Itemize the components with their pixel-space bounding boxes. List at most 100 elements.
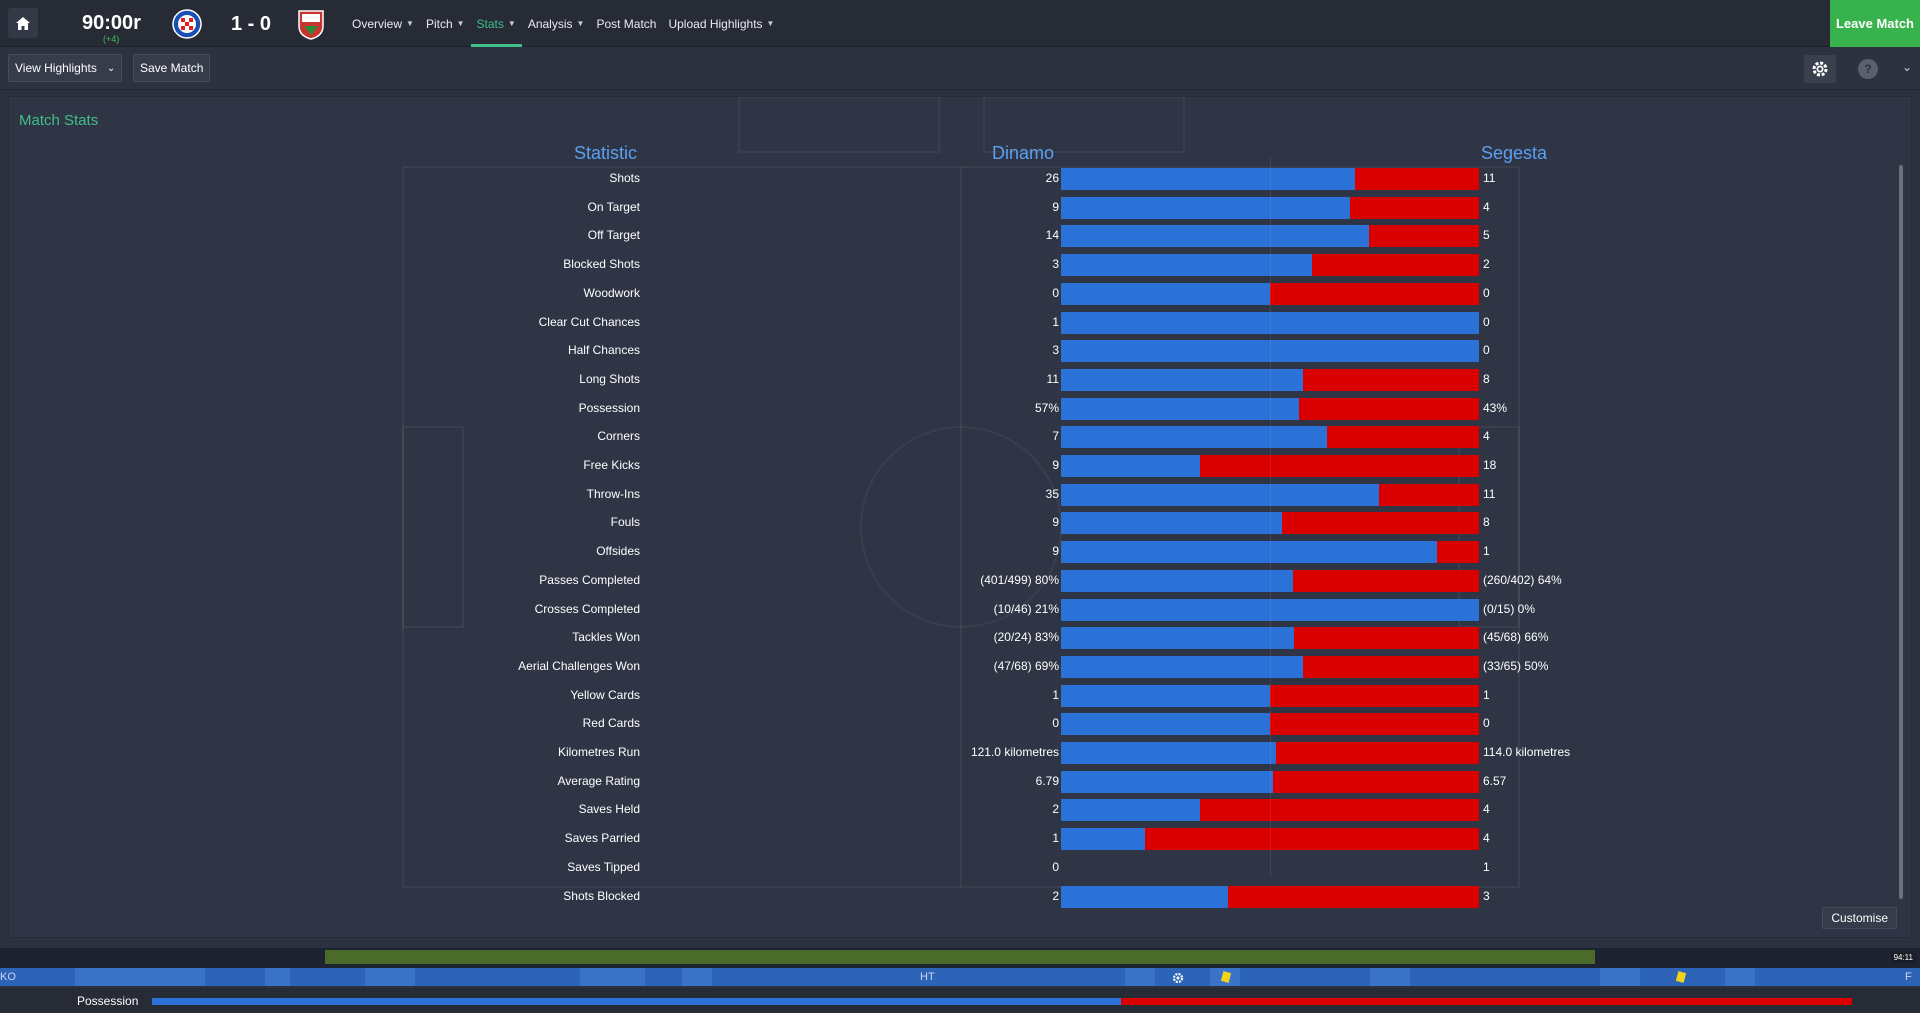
stat-row: Fouls 9 8 bbox=[9, 510, 1913, 535]
stat-name: Offsides bbox=[596, 544, 640, 559]
home-bar bbox=[1061, 742, 1277, 764]
stat-row: Saves Tipped 0 1 bbox=[9, 855, 1913, 879]
away-value: 0 bbox=[1483, 285, 1490, 300]
stat-name: Red Cards bbox=[582, 716, 640, 731]
save-match-button[interactable]: Save Match bbox=[133, 54, 211, 82]
tab-overview[interactable]: Overview ▼ bbox=[346, 0, 420, 47]
away-value: 1 bbox=[1483, 859, 1490, 874]
scrollbar[interactable] bbox=[1899, 165, 1903, 899]
settings-button[interactable] bbox=[1804, 55, 1836, 83]
tab-stats[interactable]: Stats ▼ bbox=[470, 0, 523, 47]
stat-row: Red Cards 0 0 bbox=[9, 711, 1913, 736]
away-bar bbox=[1293, 569, 1479, 592]
stat-comparison-bar bbox=[1061, 856, 1479, 879]
away-value: 4 bbox=[1483, 199, 1490, 214]
stat-comparison-bar bbox=[1061, 828, 1479, 851]
home-bar bbox=[1061, 598, 1479, 621]
tab-label: Upload Highlights bbox=[668, 16, 763, 31]
stat-row: Clear Cut Chances 1 0 bbox=[9, 310, 1913, 334]
timeline-segment bbox=[1370, 968, 1410, 986]
away-value: 43% bbox=[1483, 400, 1508, 415]
stat-name: Possession bbox=[578, 400, 640, 415]
tab-label: Post Match bbox=[596, 16, 657, 31]
away-bar bbox=[1200, 455, 1479, 477]
stat-row: Possession 57% 43% bbox=[9, 396, 1913, 420]
yellow-card-icon[interactable] bbox=[1675, 971, 1687, 983]
tab-post-match[interactable]: Post Match bbox=[590, 0, 662, 47]
home-bar bbox=[1061, 196, 1351, 219]
match-timeline[interactable]: KO HT F bbox=[0, 968, 1920, 986]
added-time: (+4) bbox=[103, 34, 120, 44]
timeline-halftime-label: HT bbox=[920, 971, 935, 983]
chevron-down-icon[interactable]: ⌄ bbox=[1901, 60, 1912, 74]
stat-row: Shots Blocked 2 3 bbox=[9, 884, 1913, 908]
away-bar bbox=[1350, 196, 1479, 219]
stat-comparison-bar bbox=[1061, 483, 1479, 506]
home-value: (10/46) 21% bbox=[993, 601, 1059, 616]
pitch-background bbox=[402, 97, 1520, 888]
home-value: 1 bbox=[1052, 314, 1059, 329]
tab-analysis[interactable]: Analysis ▼ bbox=[522, 0, 591, 47]
stat-comparison-bar bbox=[1061, 368, 1479, 391]
stat-name: Saves Tipped bbox=[567, 859, 640, 874]
home-value: (47/68) 69% bbox=[993, 658, 1059, 673]
stat-comparison-bar bbox=[1061, 254, 1479, 277]
tab-label: Overview bbox=[352, 16, 403, 31]
dinamo-crest-icon bbox=[172, 9, 202, 39]
home-value: 1 bbox=[1052, 831, 1059, 846]
possession-bar: Possession bbox=[0, 988, 1920, 1013]
view-highlights-dropdown[interactable]: View Highlights ⌄ bbox=[8, 54, 123, 82]
stat-comparison-bar bbox=[1061, 512, 1479, 535]
away-bar bbox=[1369, 225, 1479, 248]
home-value: 7 bbox=[1052, 429, 1059, 444]
home-bar bbox=[1061, 828, 1145, 851]
away-value: 1 bbox=[1483, 544, 1490, 559]
home-value: 35 bbox=[1045, 486, 1059, 501]
away-value: 6.57 bbox=[1483, 773, 1507, 788]
home-value: 3 bbox=[1052, 343, 1059, 358]
stat-row: Tackles Won (20/24) 83% (45/68) 66% bbox=[9, 625, 1913, 650]
home-bar bbox=[1061, 225, 1370, 248]
stat-comparison-bar bbox=[1061, 340, 1479, 363]
leave-match-button[interactable]: Leave Match bbox=[1830, 0, 1920, 47]
tab-label: Stats bbox=[476, 16, 504, 31]
away-value: 5 bbox=[1483, 228, 1490, 243]
home-button[interactable] bbox=[8, 8, 38, 38]
gear-icon[interactable] bbox=[1172, 972, 1184, 984]
help-button[interactable]: ? bbox=[1858, 59, 1878, 79]
tab-label: Analysis bbox=[527, 16, 573, 31]
stat-name: Throw-Ins bbox=[586, 486, 640, 501]
center-divider bbox=[1270, 157, 1271, 877]
home-value: 121.0 kilometres bbox=[970, 745, 1059, 759]
stat-comparison-bar bbox=[1061, 799, 1479, 822]
home-value: 14 bbox=[1045, 228, 1059, 243]
tab-pitch[interactable]: Pitch ▼ bbox=[420, 0, 471, 47]
home-bar bbox=[1061, 627, 1294, 650]
gear-icon bbox=[1812, 61, 1828, 77]
away-bar bbox=[1311, 254, 1479, 277]
view-highlights-label: View Highlights bbox=[15, 61, 97, 75]
stat-row: Saves Parried 1 4 bbox=[9, 826, 1913, 851]
stat-comparison-bar bbox=[1061, 569, 1479, 592]
pitch-strip bbox=[325, 950, 1595, 964]
main-nav: Overview ▼ Pitch ▼ Stats ▼ Analysis ▼ Post M… bbox=[346, 0, 780, 47]
stat-name: Clear Cut Chances bbox=[538, 314, 640, 329]
stat-name: Saves Held bbox=[578, 802, 640, 817]
stat-comparison-bar bbox=[1061, 196, 1479, 219]
stat-row: Off Target 14 5 bbox=[9, 223, 1913, 248]
customise-button[interactable]: Customise bbox=[1822, 907, 1897, 929]
away-value: 11 bbox=[1483, 486, 1496, 501]
stat-name: Crosses Completed bbox=[534, 601, 640, 616]
clock-badge: 94:11 bbox=[1890, 952, 1916, 963]
timeline-segment bbox=[365, 968, 415, 986]
stat-name: Aerial Challenges Won bbox=[518, 658, 640, 673]
away-bar bbox=[1299, 397, 1479, 420]
away-value: 0 bbox=[1483, 343, 1490, 358]
tab-upload-highlights[interactable]: Upload Highlights ▼ bbox=[662, 0, 780, 47]
home-value: 9 bbox=[1052, 199, 1059, 214]
away-value: 114.0 kilometres bbox=[1483, 745, 1571, 759]
timeline-segment bbox=[1600, 968, 1640, 986]
home-bar bbox=[1061, 770, 1274, 793]
stat-row: On Target 9 4 bbox=[9, 195, 1913, 219]
stat-name: Woodwork bbox=[583, 285, 640, 300]
